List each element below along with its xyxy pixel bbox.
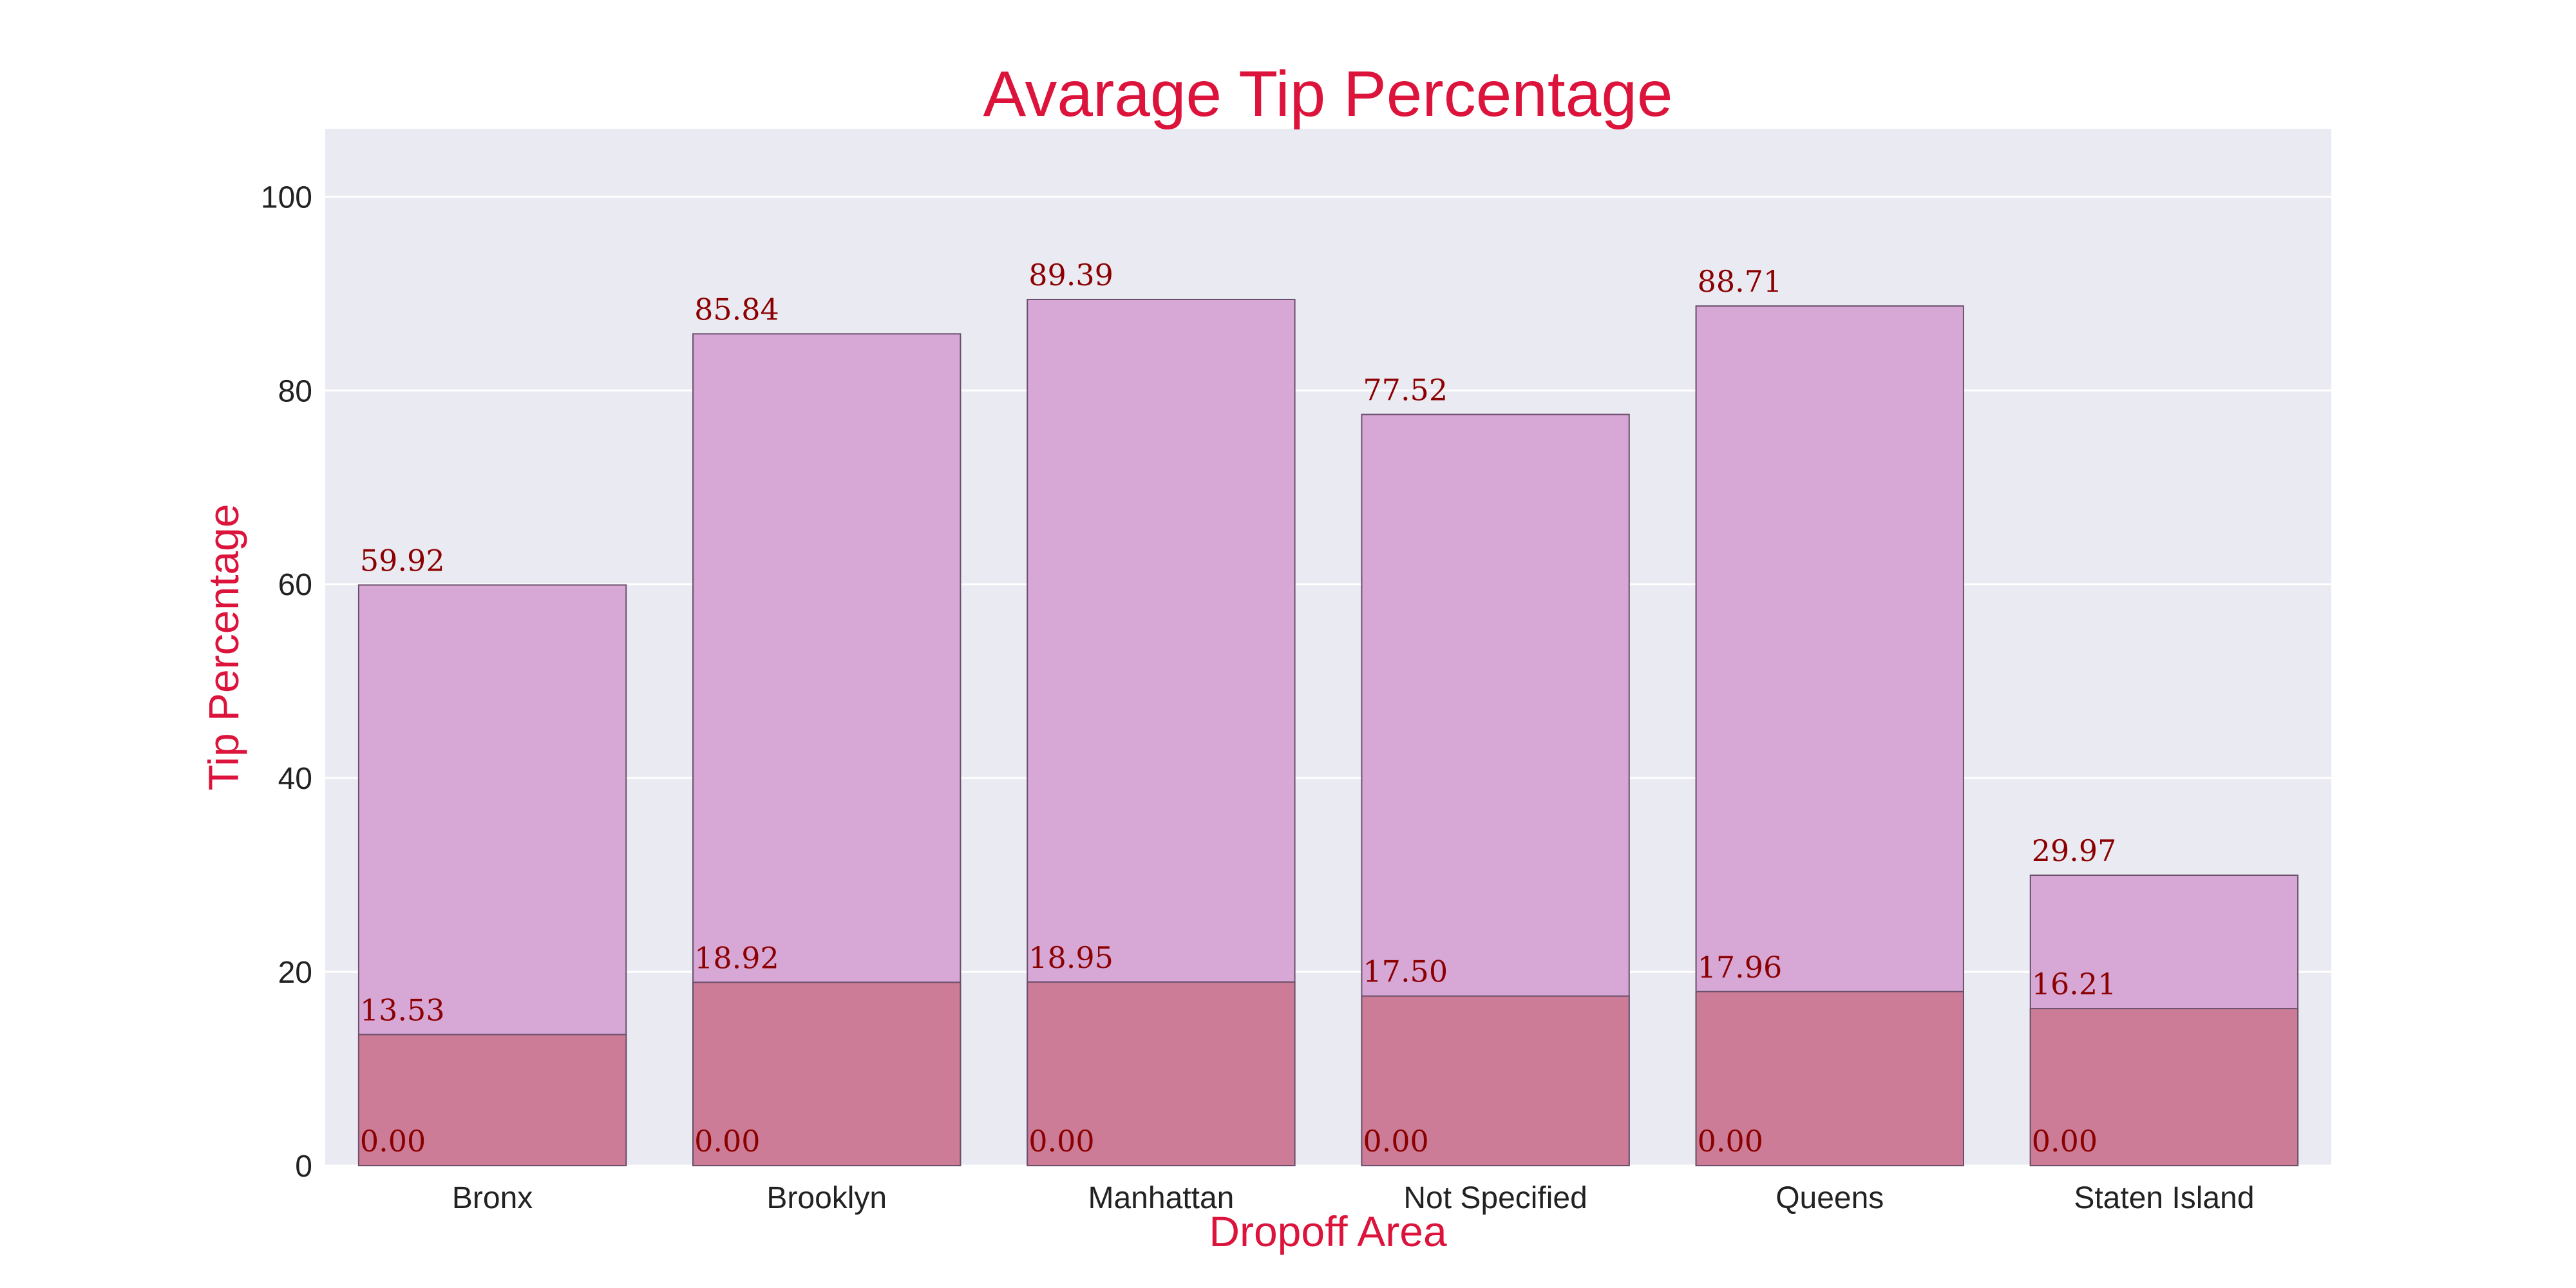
- bar-labels: 59.92 85.84 89.39 77.52 88.71 29.97 13.53 18.92…: [360, 258, 2117, 1159]
- x-tick-label: Brooklyn: [766, 1181, 887, 1215]
- bars: [357, 298, 2299, 1167]
- bar-value-label: 0.00: [360, 1124, 426, 1159]
- bar-series-1-not-specified: [1361, 995, 1630, 1166]
- bar-value-label: 77.52: [1363, 373, 1448, 408]
- bar-value-label: 85.84: [694, 292, 779, 327]
- y-tick-label: 20: [278, 956, 312, 990]
- bar-value-label: 89.39: [1028, 258, 1113, 292]
- bar-value-label: 17.50: [1363, 954, 1448, 989]
- y-tick-label: 40: [278, 762, 312, 796]
- y-tick-label: 100: [261, 180, 312, 214]
- bar-series-1-manhattan: [1027, 981, 1296, 1167]
- x-tick-label: Queens: [1776, 1181, 1884, 1215]
- y-tick-label: 80: [278, 374, 312, 408]
- y-tick-label: 0: [295, 1150, 312, 1184]
- x-tick-label: Bronx: [452, 1181, 533, 1215]
- bar-value-label: 0.00: [694, 1124, 760, 1159]
- chart-title: Avarage Tip Percentage: [983, 58, 1672, 130]
- bar-value-label: 17.96: [1698, 950, 1783, 985]
- bar-value-label: 18.92: [694, 940, 779, 975]
- x-tick-label: Not Specified: [1403, 1181, 1587, 1215]
- bar-value-label: 0.00: [1698, 1124, 1763, 1159]
- bar-value-label: 29.97: [2032, 833, 2117, 868]
- grid-lines: [325, 195, 2331, 1167]
- bar-value-label: 0.00: [1363, 1124, 1428, 1159]
- bar-value-label: 18.95: [1028, 940, 1113, 975]
- plot-background: [325, 129, 2331, 1166]
- x-tick-label: Manhattan: [1088, 1181, 1235, 1215]
- bar-value-label: 59.92: [360, 543, 445, 578]
- bar-series-1-queens: [1695, 990, 1964, 1166]
- x-axis-label: Dropoff Area: [1209, 1208, 1447, 1255]
- x-tick-label: Staten Island: [2074, 1181, 2254, 1215]
- bar-value-label: 88.71: [1698, 264, 1783, 299]
- bar-series-1-brooklyn: [692, 981, 961, 1167]
- y-tick-label: 60: [278, 568, 312, 602]
- x-axis-ticks: Bronx Brooklyn Manhattan Not Specified Queen…: [452, 1181, 2255, 1215]
- y-axis-label: Tip Percentage: [200, 504, 247, 790]
- bar-value-label: 16.21: [2032, 967, 2117, 1001]
- bar-value-label: 13.53: [360, 992, 445, 1027]
- bar-series-1-bronx: [357, 1034, 627, 1166]
- bar-series-1-staten-island: [2029, 1008, 2299, 1166]
- y-axis-ticks: 0 20 40 60 80 100: [261, 180, 312, 1184]
- bar-value-label: 0.00: [1028, 1124, 1094, 1159]
- bar-value-label: 0.00: [2032, 1124, 2098, 1159]
